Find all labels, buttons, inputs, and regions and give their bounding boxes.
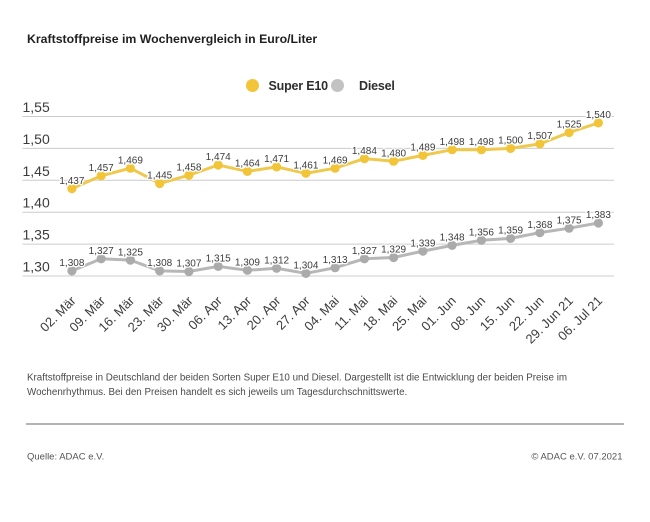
svg-text:1,327: 1,327 xyxy=(89,246,114,257)
svg-text:1,437: 1,437 xyxy=(59,176,84,187)
svg-text:1,484: 1,484 xyxy=(352,146,377,157)
svg-text:1,356: 1,356 xyxy=(469,228,494,239)
svg-text:1,474: 1,474 xyxy=(206,152,231,163)
svg-text:1,375: 1,375 xyxy=(557,215,582,226)
svg-text:1,339: 1,339 xyxy=(410,238,435,249)
svg-text:1,308: 1,308 xyxy=(59,258,84,269)
svg-text:1,315: 1,315 xyxy=(206,254,231,265)
svg-text:1,40: 1,40 xyxy=(23,195,50,211)
svg-text:1,304: 1,304 xyxy=(293,261,318,272)
svg-text:1,540: 1,540 xyxy=(586,110,611,121)
svg-text:1,445: 1,445 xyxy=(147,171,172,182)
svg-text:1,327: 1,327 xyxy=(352,246,377,257)
svg-text:1,500: 1,500 xyxy=(498,136,523,147)
svg-text:1,525: 1,525 xyxy=(557,120,582,131)
svg-text:1,383: 1,383 xyxy=(586,210,611,221)
svg-text:1,309: 1,309 xyxy=(235,258,260,269)
svg-text:1,458: 1,458 xyxy=(176,162,201,173)
svg-text:Kraftstoffpreise im Wochenverg: Kraftstoffpreise im Wochenvergleich in E… xyxy=(27,32,317,46)
svg-text:1,469: 1,469 xyxy=(118,155,143,166)
svg-text:1,55: 1,55 xyxy=(23,99,50,115)
svg-text:1,368: 1,368 xyxy=(527,220,552,231)
svg-text:1,35: 1,35 xyxy=(23,227,50,243)
svg-text:Super E10: Super E10 xyxy=(269,79,329,93)
svg-text:Quelle: ADAC e.V.: Quelle: ADAC e.V. xyxy=(27,452,104,463)
svg-text:Kraftstoffpreise in Deutschlan: Kraftstoffpreise in Deutschland der beid… xyxy=(27,373,567,384)
svg-text:1,308: 1,308 xyxy=(147,258,172,269)
svg-text:1,329: 1,329 xyxy=(381,245,406,256)
svg-text:1,359: 1,359 xyxy=(498,226,523,237)
svg-text:1,30: 1,30 xyxy=(23,259,50,275)
svg-text:1,469: 1,469 xyxy=(323,155,348,166)
svg-text:1,325: 1,325 xyxy=(118,247,143,258)
svg-text:1,312: 1,312 xyxy=(264,256,289,267)
svg-text:1,489: 1,489 xyxy=(410,143,435,154)
svg-text:1,498: 1,498 xyxy=(440,137,465,148)
svg-text:1,50: 1,50 xyxy=(23,131,50,147)
svg-text:1,498: 1,498 xyxy=(469,137,494,148)
svg-text:1,45: 1,45 xyxy=(23,163,50,179)
svg-text:1,348: 1,348 xyxy=(440,233,465,244)
svg-text:1,471: 1,471 xyxy=(264,154,289,165)
svg-text:Diesel: Diesel xyxy=(359,79,395,93)
svg-text:1,313: 1,313 xyxy=(323,255,348,266)
svg-text:1,464: 1,464 xyxy=(235,159,260,170)
svg-text:1,307: 1,307 xyxy=(176,259,201,270)
svg-text:© ADAC e.V. 07.2021: © ADAC e.V. 07.2021 xyxy=(531,452,622,463)
svg-text:1,457: 1,457 xyxy=(89,163,114,174)
svg-text:1,461: 1,461 xyxy=(293,161,318,172)
svg-text:Wochenrhythmus. Bei den Preise: Wochenrhythmus. Bei den Preisen handelt … xyxy=(27,387,407,398)
svg-text:1,507: 1,507 xyxy=(527,131,552,142)
svg-text:1,480: 1,480 xyxy=(381,148,406,159)
